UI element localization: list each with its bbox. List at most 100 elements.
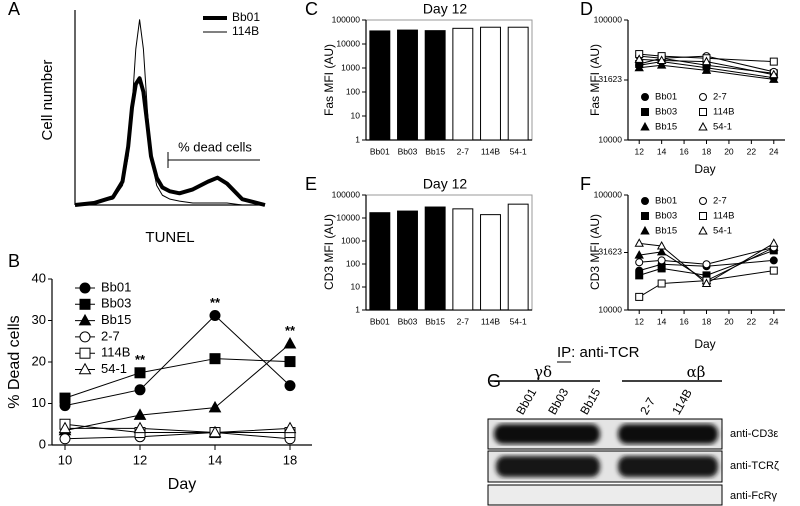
marker: [208, 425, 222, 438]
y-tick-label: 100000: [594, 14, 623, 24]
y-tick-label: 10000: [598, 134, 622, 144]
x-tick-label: Bb03: [398, 316, 418, 326]
marker: [634, 54, 644, 63]
y-tick-label: 0: [39, 436, 46, 451]
marker: [209, 310, 221, 322]
y-axis-label: Fas MFI (AU): [588, 44, 602, 116]
x-tick-label: Bb15: [425, 146, 445, 156]
marker: [656, 240, 667, 250]
x-tick-label: Bb01: [370, 316, 390, 326]
x-tick-label: 12: [634, 146, 644, 156]
y-tick-label: 31623: [598, 247, 622, 257]
x-tick-label: 12: [133, 452, 147, 467]
bar: [424, 206, 446, 311]
series-line: [64, 343, 291, 431]
series-line: [639, 57, 774, 74]
marker: [657, 279, 666, 288]
marker: [657, 256, 666, 265]
marker: [641, 108, 649, 116]
lane-label: Bb03: [545, 386, 571, 418]
panel-letter: C: [305, 0, 318, 19]
x-tick-label: 2-7: [457, 316, 470, 326]
series-line: [74, 19, 265, 206]
annotation: **: [210, 295, 221, 310]
marker: [133, 408, 147, 420]
y-axis-label: CD3 MFI (AU): [322, 214, 336, 290]
y-tick-label: 100: [346, 258, 360, 268]
x-tick-label: 24: [769, 146, 779, 156]
lane-label: 114B: [669, 387, 695, 418]
x-tick-label: Bb01: [370, 146, 390, 156]
legend-label: Bb01: [655, 92, 677, 103]
series-line: [64, 315, 291, 407]
legend-label: 114B: [232, 24, 259, 38]
lane-label: Bb01: [513, 386, 539, 418]
marker: [699, 93, 707, 101]
x-tick-label: 18: [702, 146, 712, 156]
marker: [640, 225, 650, 235]
band: [618, 424, 718, 444]
marker: [133, 421, 147, 434]
series-line: [64, 358, 291, 399]
y-tick-label: 10000: [336, 212, 360, 222]
y-tick-label: 100000: [332, 189, 361, 199]
plot-frame: [365, 194, 533, 311]
legend-label: Bb01: [232, 10, 260, 24]
marker: [769, 69, 779, 79]
marker: [657, 264, 666, 273]
marker: [635, 258, 644, 267]
x-tick-label: 14: [657, 316, 667, 326]
marker: [134, 384, 146, 396]
x-tick-label: 16: [679, 146, 689, 156]
bar: [397, 210, 418, 311]
marker: [698, 121, 708, 131]
marker: [208, 400, 222, 413]
marker: [641, 93, 649, 101]
band: [618, 456, 718, 477]
marker: [699, 212, 707, 220]
group-label: γδ: [534, 363, 552, 381]
panel-letter: B: [8, 251, 20, 271]
series-line: [639, 246, 775, 282]
y-tick-label: 30: [32, 312, 46, 327]
marker: [284, 380, 296, 392]
x-tick-label: 14: [208, 452, 222, 467]
marker: [284, 356, 296, 368]
marker: [699, 108, 707, 116]
bar: [424, 30, 446, 141]
legend-label: Bb03: [655, 107, 677, 118]
y-tick-label: 10000: [336, 38, 360, 48]
marker: [769, 266, 778, 275]
marker: [79, 298, 91, 310]
legend-label: Bb15: [655, 226, 677, 237]
legend-label: Bb01: [101, 279, 131, 294]
y-tick-label: 1000: [341, 235, 360, 245]
legend-label: 54-1: [713, 226, 732, 237]
bar: [369, 30, 391, 141]
x-axis-label: Day: [168, 476, 196, 493]
chart-title: Day 12: [423, 176, 468, 192]
marker: [656, 55, 667, 64]
row-label: anti-FcRγ: [730, 490, 778, 502]
bar: [369, 212, 391, 311]
x-tick-label: 20: [724, 146, 734, 156]
x-tick-label: 54-1: [510, 146, 527, 156]
legend-label: 2-7: [713, 92, 727, 103]
y-tick-label: 1: [355, 134, 360, 144]
panel-letter: D: [580, 0, 593, 19]
marker: [134, 367, 146, 379]
marker: [769, 256, 778, 265]
x-tick-label: 24: [769, 316, 779, 326]
panel-letter: E: [305, 174, 317, 194]
marker: [79, 331, 91, 343]
row-label: anti-TCRζ: [730, 460, 779, 472]
marker: [701, 278, 712, 287]
legend-label: 114B: [713, 211, 734, 222]
series-line: [639, 53, 774, 63]
x-tick-label: 22: [747, 316, 757, 326]
y-axis-label: % Dead cells: [6, 315, 23, 408]
blot-title: IP: anti-TCR: [557, 344, 640, 361]
y-tick-label: 1: [355, 304, 360, 314]
